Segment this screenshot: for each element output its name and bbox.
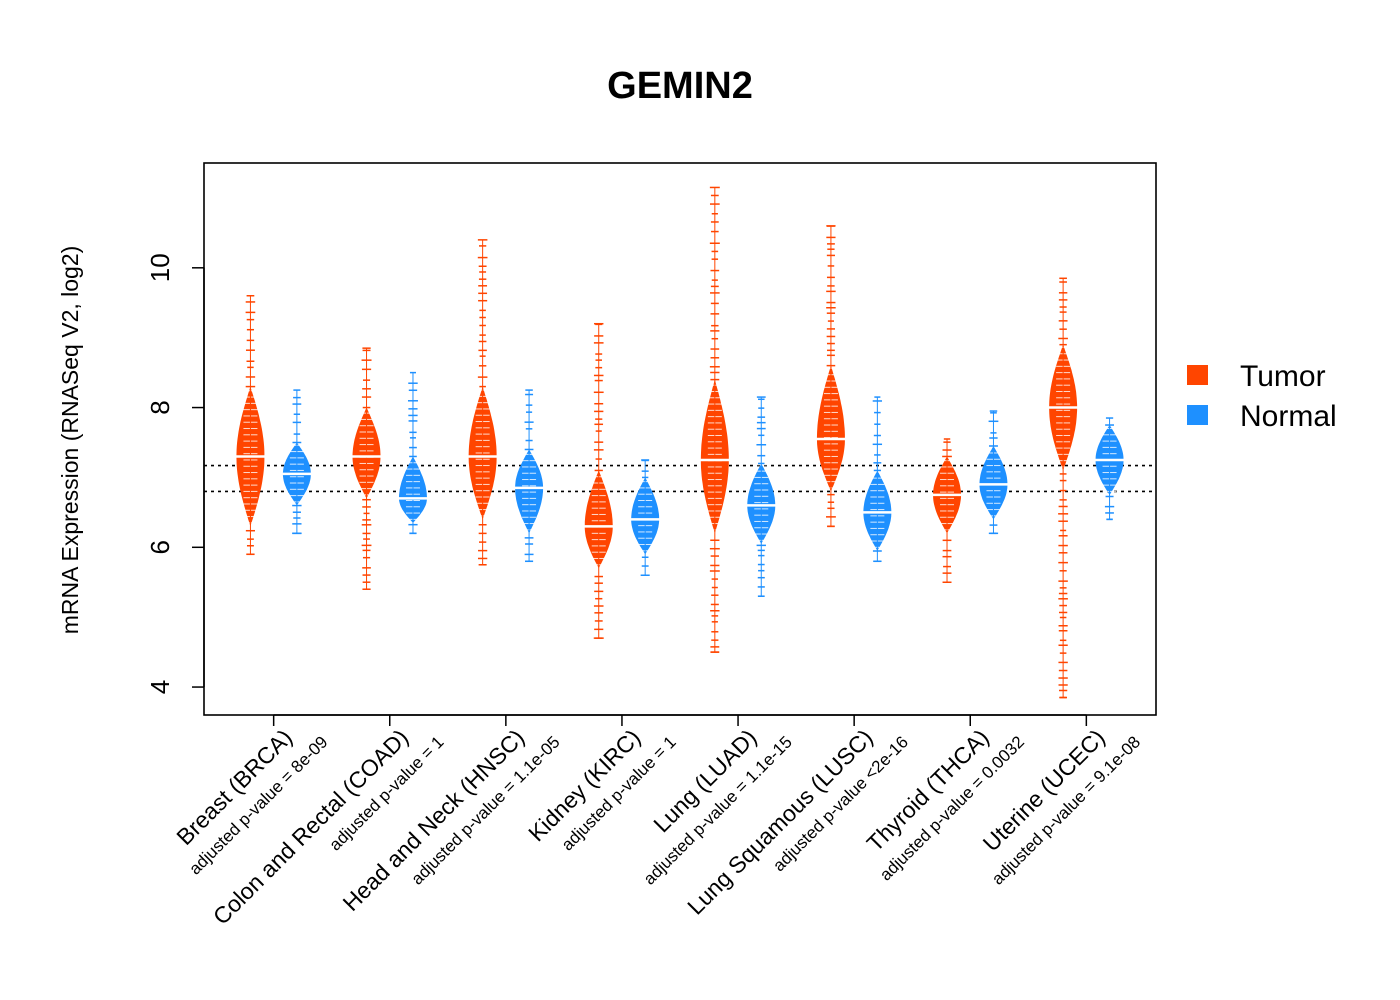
normal-bean [862, 396, 893, 563]
category-group: Uterine (UCEC)adjusted p-value = 9.1e-08 [978, 715, 1144, 889]
y-axis-label: mRNA Expression (RNASeq V2, log2) [57, 246, 83, 635]
normal-bean [397, 371, 428, 535]
legend: Tumor Normal [1187, 360, 1337, 433]
tumor-bean [932, 438, 963, 583]
tumor-bean [583, 322, 614, 639]
y-axis: 4 6 8 10 [145, 253, 205, 694]
tumor-bean [235, 295, 266, 556]
legend-swatch [1187, 365, 1208, 385]
legend-label: Tumor [1240, 360, 1326, 393]
tumor-bean [1048, 277, 1079, 699]
legend-label: Normal [1240, 400, 1337, 433]
tumor-bean [467, 239, 498, 566]
tumor-bean [815, 225, 846, 528]
tumor-bean [351, 347, 382, 590]
normal-bean [1094, 417, 1125, 521]
y-tick-label: 10 [145, 253, 175, 282]
legend-item: Normal [1187, 400, 1337, 433]
plot-area: 4 6 8 10 Breast (BRCA)adjusted p-value = 8e-… [145, 162, 1157, 930]
y-tick-label: 4 [145, 680, 175, 694]
normal-bean [746, 396, 777, 597]
normal-bean [281, 389, 312, 535]
y-tick-label: 8 [145, 400, 175, 414]
legend-item: Tumor [1187, 360, 1326, 393]
legend-swatch [1187, 405, 1208, 425]
category-group: Breast (BRCA)adjusted p-value = 8e-09 [171, 715, 331, 878]
normal-bean [978, 410, 1009, 535]
plot-frame [203, 162, 1157, 716]
tumor-bean [699, 186, 730, 653]
normal-bean [514, 389, 545, 563]
chart-title: GEMIN2 [607, 65, 753, 107]
y-tick-label: 6 [145, 540, 175, 554]
normal-bean [630, 459, 661, 577]
